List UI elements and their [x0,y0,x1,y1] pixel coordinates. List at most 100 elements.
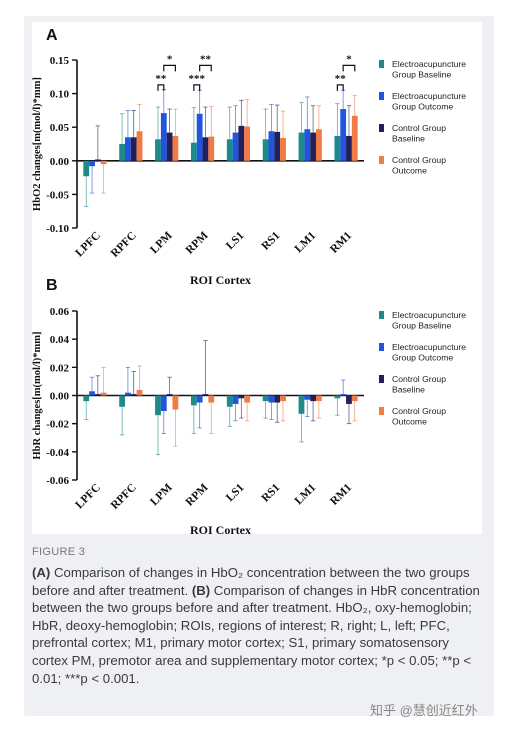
bar [340,109,347,161]
bar [119,144,126,161]
bar [304,129,311,161]
significance-bracket [336,84,344,91]
legend-swatch [379,407,384,415]
bar [315,395,322,402]
bar [244,395,251,403]
bar [89,160,95,167]
bar [351,115,358,161]
bar [262,395,269,402]
bar [351,395,358,402]
chart-canvas: A -0.10 -0.05 0.00 0.05 0.10 0.15 HbO2 changes[… [32,27,466,534]
caption-part: (A) [32,565,51,580]
bar [83,395,90,402]
x-tick-label: LS1 [224,229,247,252]
x-tick-label: RM1 [328,229,354,255]
significance-bracket [193,84,201,91]
x-tick-label: LM1 [293,229,319,255]
legend-swatch [379,60,384,68]
bar [340,394,347,396]
legend-label: Control Group Baseline [392,123,446,144]
bar [268,395,275,403]
figure-panel [32,22,482,534]
bar [208,136,215,161]
legend-swatch [379,375,384,383]
bar [119,395,126,407]
y-tick-label: 0.15 [50,55,70,67]
bar [304,395,311,400]
significance-bracket [342,64,356,72]
y-tick-label: 0.00 [50,391,70,403]
legend-label: Electroacupuncture Group Baseline [392,310,466,331]
significance-label: * [346,53,352,65]
watermark: 知乎 @慧创近红外 [370,703,478,718]
significance-bracket [157,84,165,91]
bar [155,139,161,161]
legend-swatch [379,311,384,319]
significance-bracket [199,64,212,72]
y-tick-label: 0.04 [50,334,70,346]
bar [100,392,107,396]
bar [130,394,137,396]
significance-label: * [167,53,173,65]
bar [196,395,203,403]
x-axis-title: ROI Cortex [190,273,251,287]
bar [238,125,245,161]
bar [298,132,305,161]
x-tick-label: LPFC [73,230,103,260]
x-tick-label: RS1 [259,229,282,252]
bar [166,394,173,396]
legend-swatch [379,124,384,132]
significance-label: *** [189,73,206,85]
bar [166,132,173,161]
bar [100,160,107,165]
figure-caption: FIGURE 3 (A) Comparison of changes in Hb… [32,546,484,687]
x-tick-label: RPFC [109,482,139,512]
legend-label: Electroacupuncture Group Outcome [392,342,466,363]
bar [238,395,245,399]
bar [346,135,352,161]
legend-label: Control Group Outcome [392,155,446,176]
legend-label: Electroacupuncture Group Baseline [392,59,466,80]
y-tick-label: -0.02 [46,419,69,431]
x-tick-label: LM1 [293,481,319,507]
panel-letter: A [46,27,58,44]
bar [172,135,179,161]
bar [232,132,239,161]
x-tick-label: RPM [184,482,211,509]
legend-label: Control Group Outcome [392,406,446,427]
x-tick-label: LPM [148,482,175,509]
bar [160,113,167,161]
significance-label: ** [200,53,212,65]
caption-part: Comparison of changes in HbR concentrati… [32,582,480,686]
bar [346,395,352,404]
bar [83,160,90,177]
bar [94,394,101,396]
x-tick-label: RM1 [328,481,354,507]
bar [172,395,179,410]
bar [315,129,322,161]
y-tick-label: -0.06 [46,475,69,487]
bar [262,139,269,161]
bar [130,137,137,161]
y-tick-label: 0.00 [50,156,70,168]
y-tick-label: -0.04 [46,447,69,459]
caption-text: (A) Comparison of changes in HbO₂ concen… [32,564,484,687]
bar [190,395,197,406]
bar [160,395,167,411]
bar [125,137,131,161]
legend-swatch [379,92,384,100]
bar [268,131,275,161]
legend-swatch [379,156,384,164]
panel-letter: B [46,277,58,294]
y-axis-title: HbR changes[m(mol/l)*mm] [32,331,43,459]
x-tick-label: LPFC [73,482,103,512]
bar [280,137,286,161]
bar [274,131,281,161]
bar [202,394,209,396]
bar [125,392,131,396]
caption-part: (B) [191,582,211,598]
x-tick-label: LPM [148,230,175,257]
x-axis-title: ROI Cortex [190,523,251,534]
legend-swatch [379,343,384,351]
y-tick-label: 0.05 [50,122,70,134]
